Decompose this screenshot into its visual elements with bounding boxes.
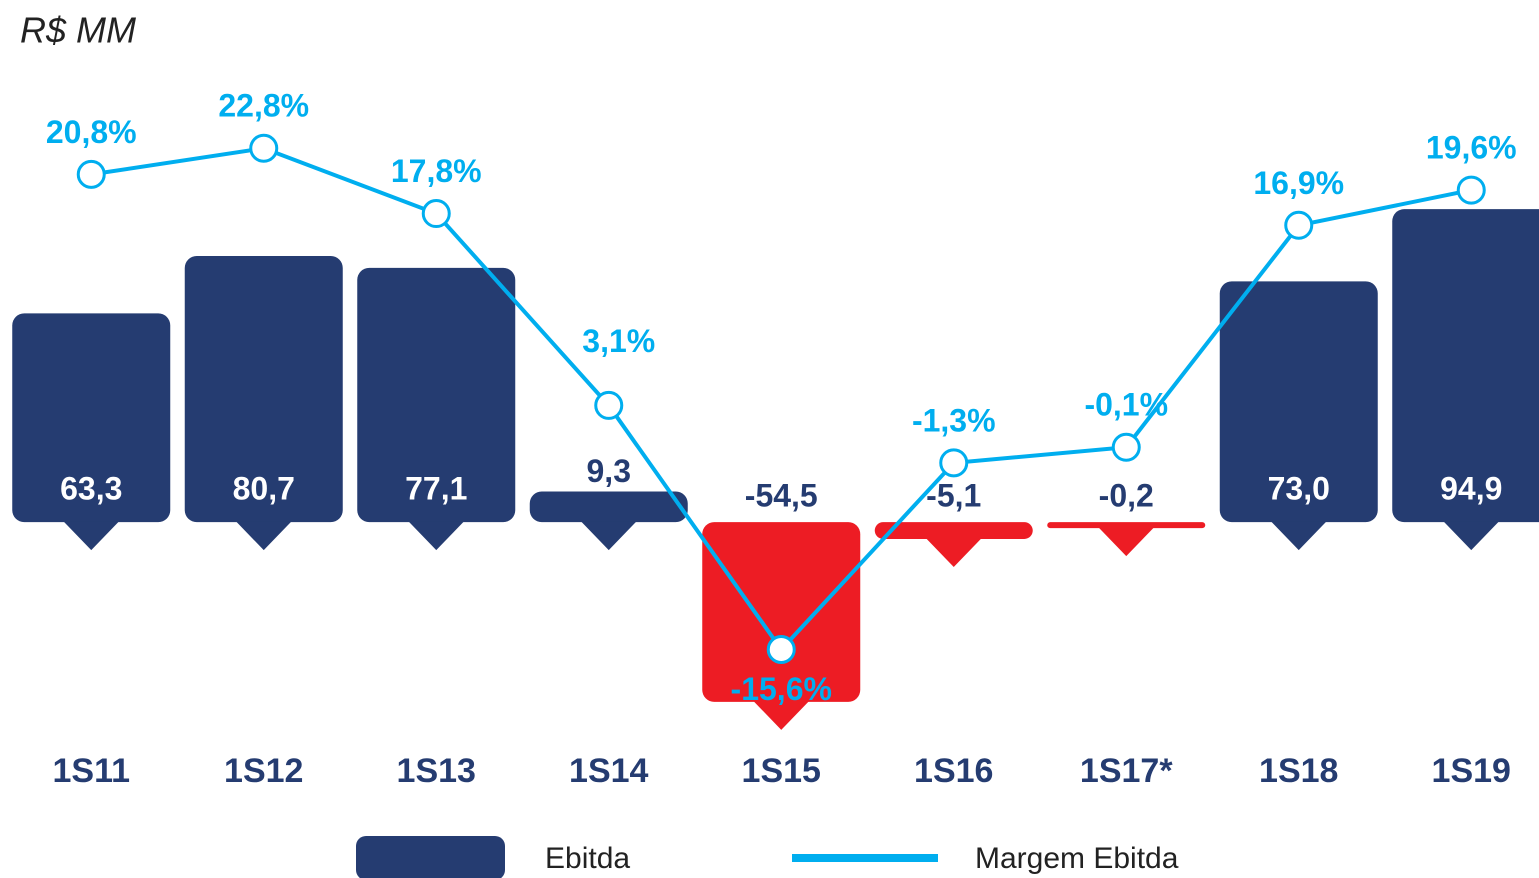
x-tick-label: 1S18: [1259, 752, 1338, 790]
line-point: [766, 635, 796, 665]
line-value-label: 3,1%: [582, 323, 655, 359]
bar-value-label: 80,7: [233, 471, 295, 507]
line-value-label: -0,1%: [1084, 387, 1168, 423]
x-tick-label: 1S12: [224, 752, 303, 790]
line-value-label: 20,8%: [46, 114, 137, 150]
bar: [1047, 522, 1206, 529]
bar: [1219, 281, 1378, 523]
chart-title: R$ MM: [20, 10, 136, 51]
line-value-label: -1,3%: [912, 402, 996, 438]
bar-value-label: -54,5: [745, 478, 818, 514]
line-point: [249, 133, 279, 163]
bar-pointer: [63, 521, 120, 551]
bar: [184, 255, 343, 523]
x-tick-label: 1S19: [1432, 752, 1511, 790]
bar-pointer: [925, 537, 982, 567]
legend-label: Margem Ebitda: [975, 842, 1179, 875]
line-value-label: 19,6%: [1426, 130, 1517, 166]
bar-pointer: [1098, 527, 1155, 557]
bar-pointer: [753, 700, 810, 730]
bar-pointer: [580, 521, 637, 551]
x-tick-label: 1S11: [52, 752, 130, 790]
line-value-label: -15,6%: [731, 671, 832, 707]
line-value-label: 17,8%: [391, 153, 482, 189]
bar: [357, 267, 516, 523]
bar: [702, 522, 861, 702]
line-value-label: 22,8%: [218, 88, 309, 124]
legend-label: Ebitda: [545, 842, 630, 875]
bar-value-label: 73,0: [1268, 471, 1330, 507]
bar: [12, 313, 171, 523]
bar-value-label: 94,9: [1440, 471, 1502, 507]
bar-value-label: -0,2: [1099, 478, 1154, 514]
bar: [529, 491, 688, 523]
line-value-label: 16,9%: [1253, 165, 1344, 201]
bar: [1392, 209, 1539, 523]
bar-value-label: 9,3: [587, 453, 631, 489]
bar-value-label: 77,1: [405, 471, 467, 507]
x-tick-label: 1S16: [914, 752, 993, 790]
x-tick-label: 1S15: [742, 752, 821, 790]
bar-pointer: [1443, 521, 1500, 551]
bar: [874, 522, 1033, 539]
x-tick-label: 1S14: [569, 752, 648, 790]
line-point: [76, 159, 106, 189]
line-point: [939, 448, 969, 478]
line-point: [594, 390, 624, 420]
line-point: [421, 199, 451, 229]
bar-pointer: [1270, 521, 1327, 551]
x-tick-label: 1S13: [397, 752, 476, 790]
line-point: [1456, 175, 1486, 205]
bar-pointer: [235, 521, 292, 551]
line-point: [1284, 210, 1314, 240]
line-point: [1111, 432, 1141, 462]
x-tick-label: 1S17*: [1080, 752, 1173, 790]
bar-value-label: 63,3: [60, 471, 122, 507]
legend-swatch: [356, 836, 505, 878]
bar-pointer: [408, 521, 465, 551]
